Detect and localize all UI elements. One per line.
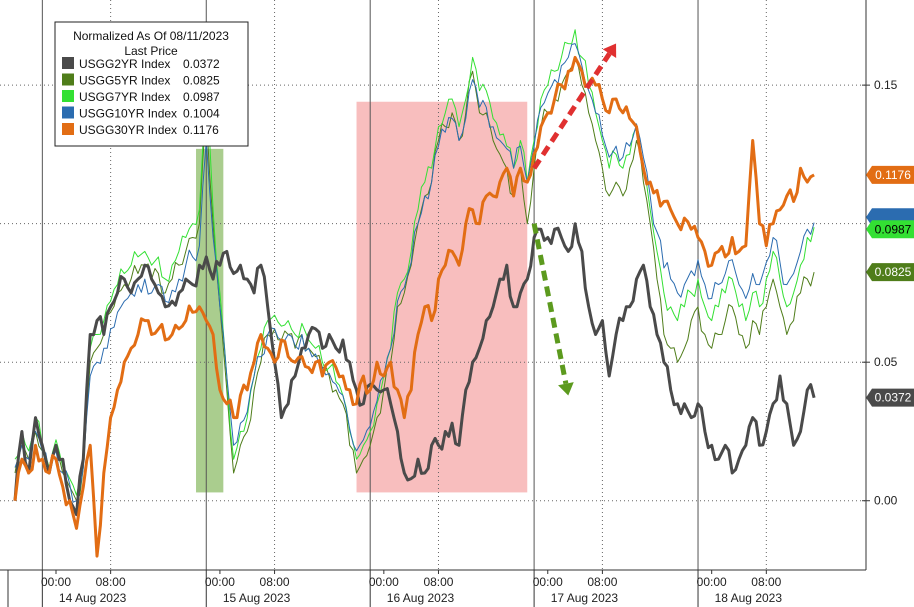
- legend-swatch: [62, 106, 74, 119]
- last-value-tag-shape: [866, 388, 914, 407]
- legend-item: USGG5YR Index 0.0825: [62, 73, 220, 88]
- series-line: [14, 43, 815, 503]
- legend-series-name: USGG10YR Index: [79, 107, 177, 121]
- legend-series-value: 0.0825: [183, 74, 220, 88]
- y-axis: 0.15 0.05 0.00: [862, 0, 898, 570]
- x-day-label: 14 Aug 2023: [59, 591, 127, 605]
- last-value-tag-shape: [866, 263, 914, 282]
- legend-box: [54, 21, 249, 147]
- highlight-regions: [196, 101, 528, 493]
- y-tick-label: 0.15: [874, 78, 898, 92]
- legend-series-value: 0.1004: [183, 107, 220, 121]
- red-band-region: [356, 101, 528, 493]
- legend-item: USGG30YR Index 0.1176: [62, 123, 219, 137]
- x-tick-label: 08:00: [96, 575, 126, 589]
- legend-series-name: USGG7YR Index: [79, 90, 170, 104]
- x-day-label: 15 Aug 2023: [223, 591, 291, 605]
- x-day-label: 17 Aug 2023: [551, 591, 619, 605]
- last-value-tag: 0.1176: [866, 165, 914, 184]
- last-value-tag-label: 0.0372: [875, 391, 912, 405]
- x-tick-label: 08:00: [751, 575, 781, 589]
- last-value-tag-label: 0.1176: [875, 168, 911, 182]
- legend-swatch: [62, 123, 74, 135]
- x-tick-label: 00:00: [697, 575, 727, 589]
- legend-item: USGG10YR Index 0.1004: [62, 106, 220, 121]
- x-tick-label: 08:00: [260, 575, 290, 589]
- legend-series-name: USGG2YR Index: [79, 57, 170, 71]
- legend: Normalized As Of 08/11/2023 Last Price U…: [54, 21, 249, 147]
- annotation-arrow-shaft: [531, 223, 569, 385]
- y-tick-label: 0.00: [874, 494, 898, 508]
- x-tick-label: 00:00: [41, 575, 71, 589]
- last-value-tag-label: 0.0987: [875, 222, 912, 236]
- x-tick-label: 00:00: [369, 575, 399, 589]
- last-value-tag: 0.0825: [866, 263, 914, 282]
- last-value-tag: 0.0372: [866, 388, 914, 407]
- annotation-arrow-head: [602, 43, 617, 58]
- x-day-label: 18 Aug 2023: [715, 591, 783, 605]
- series-line: [14, 29, 815, 496]
- legend-title: Normalized As Of 08/11/2023: [73, 29, 229, 43]
- x-day-label: 16 Aug 2023: [387, 591, 455, 605]
- x-tick-label: 08:00: [423, 575, 453, 589]
- legend-swatch: [62, 57, 74, 69]
- x-tick-label: 08:00: [587, 575, 617, 589]
- legend-item: USGG2YR Index 0.0372: [62, 57, 220, 71]
- legend-swatch: [62, 73, 74, 86]
- y-tick-label: 0.05: [874, 355, 898, 369]
- series-lines: [13, 29, 816, 558]
- legend-series-value: 0.1176: [183, 123, 219, 137]
- series-line: [14, 56, 815, 502]
- legend-subtitle: Last Price: [124, 44, 178, 58]
- last-value-tag-label: 0.0825: [875, 265, 912, 279]
- series-line: [13, 222, 816, 517]
- annotation-arrow-shaft: [532, 52, 612, 170]
- x-tick-label: 00:00: [205, 575, 235, 589]
- last-value-tags: 0.1176 0.0987 0.0825 0.0372: [866, 165, 914, 407]
- x-axis: 00:00 08:00 00:00 08:00 00:00 08:00 00:00 08:00…: [0, 569, 866, 607]
- annotation-arrow-head: [558, 382, 574, 396]
- legend-series-name: USGG30YR Index: [79, 123, 177, 137]
- legend-item: USGG7YR Index 0.0987: [62, 90, 220, 104]
- last-value-tag: 0.0987: [866, 220, 914, 239]
- legend-series-name: USGG5YR Index: [79, 74, 170, 88]
- annotation-arrows: [531, 43, 617, 396]
- legend-swatch: [62, 90, 74, 102]
- legend-series-value: 0.0372: [183, 57, 220, 71]
- legend-series-value: 0.0987: [183, 90, 220, 104]
- series-line: [13, 55, 815, 558]
- x-tick-label: 00:00: [533, 575, 563, 589]
- last-value-tag-shape: [866, 165, 914, 184]
- last-value-tag-shape: [866, 220, 914, 239]
